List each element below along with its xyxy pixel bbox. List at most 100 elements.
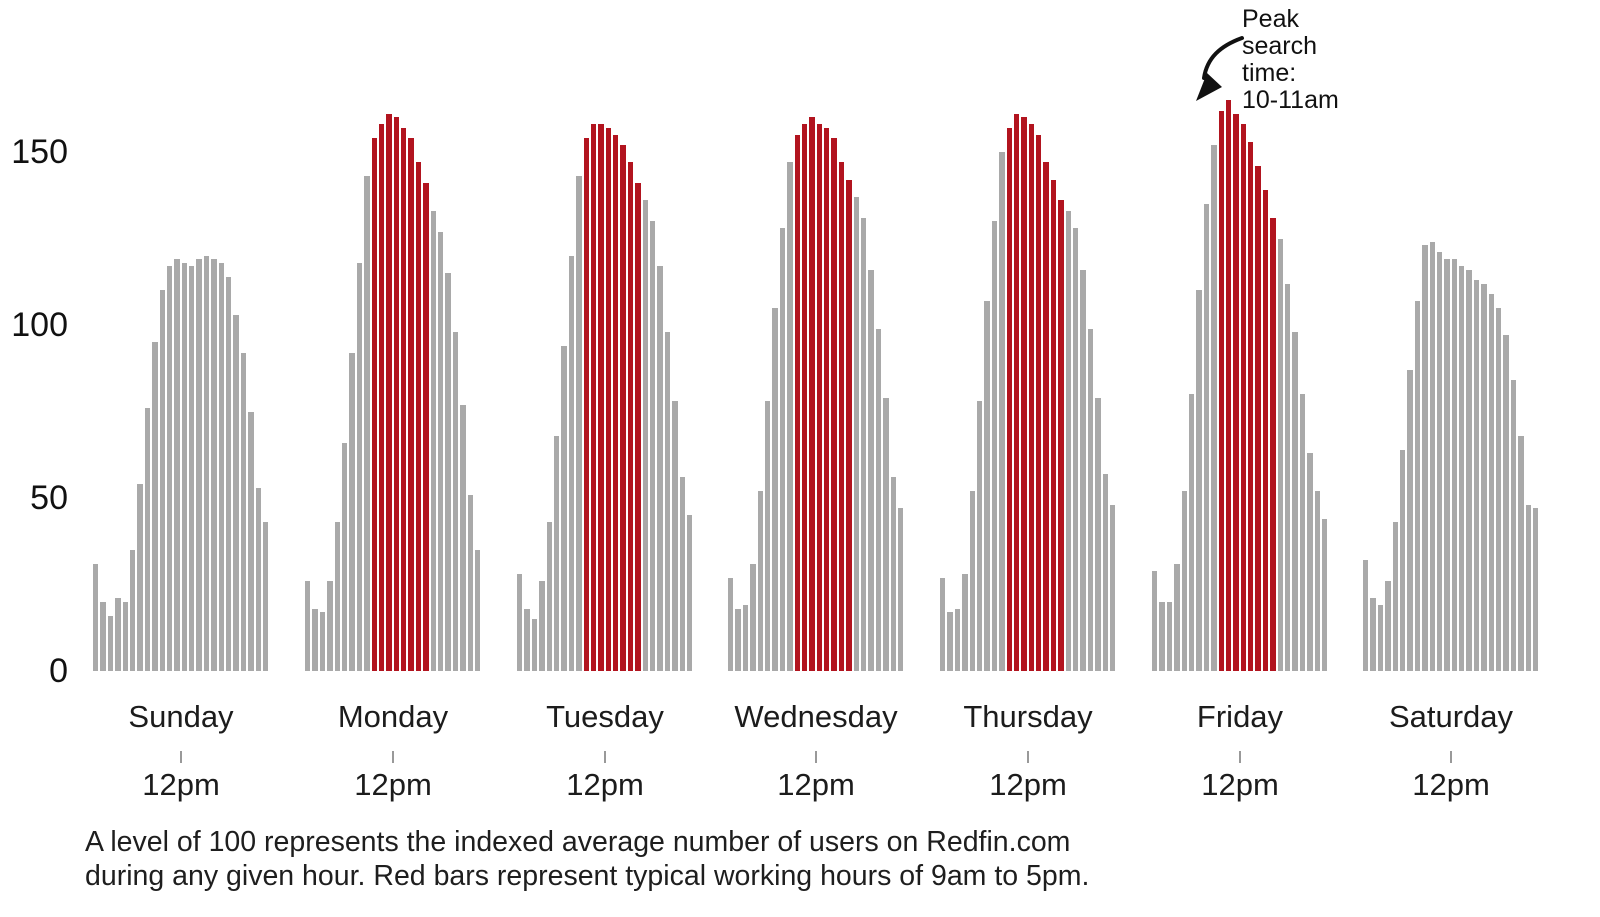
hour-bar <box>546 522 552 671</box>
noon-tick-wednesday <box>815 751 817 763</box>
hour-bar <box>1377 605 1384 671</box>
hour-bar <box>897 508 904 671</box>
hour-bar <box>460 404 466 671</box>
peak-annotation-line-3: time: <box>1242 59 1297 87</box>
noon-label-thursday: 12pm <box>989 767 1067 802</box>
hour-bar <box>757 491 763 671</box>
noon-label-wednesday: 12pm <box>777 767 855 802</box>
noon-label-sunday: 12pm <box>142 767 220 802</box>
work-hour-bar <box>846 179 852 671</box>
hour-bar <box>1285 283 1291 671</box>
work-hour-bar <box>1262 190 1269 671</box>
peak-annotation: Peak search time: 10-11am <box>1242 6 1339 114</box>
hour-bar <box>1314 491 1320 671</box>
noon-tick-friday <box>1239 751 1241 763</box>
work-hour-bar <box>1233 113 1239 671</box>
noon-tick-sunday <box>180 751 182 763</box>
noon-tick-tuesday <box>604 751 606 763</box>
hour-bar <box>954 608 961 671</box>
hour-bar <box>312 608 318 671</box>
hour-bar <box>679 477 685 671</box>
y-axis-tick-label-0: 0 <box>49 652 68 690</box>
work-hour-bar <box>423 183 429 671</box>
work-hour-bar <box>401 127 407 671</box>
hour-bar <box>115 598 121 671</box>
work-hour-bar <box>605 127 612 671</box>
hour-bar <box>1363 560 1369 671</box>
hour-bar <box>1102 473 1108 671</box>
hour-bar <box>1159 601 1165 671</box>
hour-bar <box>203 255 210 671</box>
hour-bar <box>779 228 786 671</box>
hour-bar <box>137 484 143 671</box>
hour-bar <box>1466 269 1472 671</box>
hour-bar <box>122 601 128 671</box>
hour-bar <box>1073 228 1079 671</box>
noon-tick-monday <box>392 751 394 763</box>
hour-bar <box>1399 449 1406 671</box>
hour-bar <box>1080 269 1086 671</box>
peak-annotation-line-2: search <box>1242 32 1318 60</box>
day-group-friday <box>1152 100 1328 671</box>
hour-bar <box>100 601 106 671</box>
hour-bar <box>742 605 749 671</box>
hour-bar <box>576 176 582 671</box>
hour-bar <box>940 577 946 671</box>
hour-bar <box>93 563 99 671</box>
work-hour-bar <box>1240 124 1247 671</box>
work-hour-bar <box>415 162 422 671</box>
work-hour-bar <box>801 124 808 671</box>
hour-bar <box>1459 266 1465 671</box>
hour-bar <box>327 581 333 671</box>
day-label-friday: Friday <box>1196 699 1284 734</box>
hour-bar <box>1370 598 1376 671</box>
work-hour-bar <box>1218 110 1224 671</box>
noon-label-tuesday: 12pm <box>566 767 644 802</box>
hour-bar <box>166 266 173 671</box>
work-hour-bar <box>1255 165 1261 671</box>
hour-bar <box>233 314 239 671</box>
hour-bar <box>430 210 437 671</box>
hour-bar <box>1109 504 1116 671</box>
day-label-tuesday: Tuesday <box>546 699 664 734</box>
hour-bar <box>1532 508 1539 671</box>
hour-bar <box>211 259 217 671</box>
hour-bar <box>1196 290 1202 671</box>
hour-bar <box>524 608 530 671</box>
hour-bar <box>144 408 151 671</box>
hour-bar <box>1174 563 1180 671</box>
hour-bar <box>868 269 874 671</box>
hour-bar <box>1414 300 1421 671</box>
hour-bar <box>218 262 225 671</box>
hour-bar <box>364 176 370 671</box>
hour-bar <box>1087 328 1094 671</box>
work-hour-bar <box>1058 200 1064 671</box>
noon-label-saturday: 12pm <box>1412 767 1490 802</box>
hour-bar <box>764 401 771 671</box>
work-hour-bar <box>1270 217 1276 671</box>
hour-bar <box>642 200 649 671</box>
hour-bar <box>568 255 575 671</box>
hour-bar <box>1203 203 1210 671</box>
noon-tick-saturday <box>1450 751 1452 763</box>
day-group-tuesday <box>517 100 693 671</box>
hour-bar <box>1166 601 1173 671</box>
hour-bar <box>1065 210 1072 671</box>
plot-area <box>0 100 1600 671</box>
work-hour-bar <box>598 124 604 671</box>
work-hour-bar <box>1043 162 1049 671</box>
noon-label-friday: 12pm <box>1201 767 1279 802</box>
hour-bar <box>976 401 983 671</box>
work-hour-bar <box>590 124 597 671</box>
hour-bar <box>1473 280 1480 671</box>
day-group-monday <box>305 100 481 671</box>
hour-bar <box>750 563 756 671</box>
hour-bar <box>248 411 254 671</box>
hour-bar <box>341 442 348 671</box>
hour-bar <box>1392 522 1398 671</box>
hour-bar <box>1299 394 1306 671</box>
hour-bar <box>1385 581 1391 671</box>
hour-bar <box>991 221 998 671</box>
hour-bar <box>947 612 953 671</box>
